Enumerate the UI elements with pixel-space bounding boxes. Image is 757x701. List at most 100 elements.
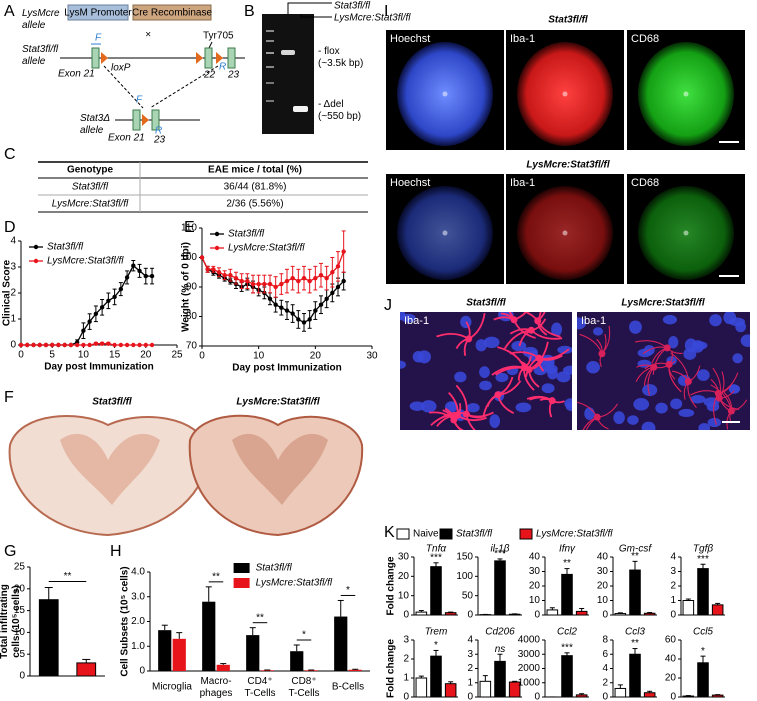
cell-body <box>548 397 556 405</box>
exon-label: Exon 21 <box>108 133 145 144</box>
bar <box>172 638 186 671</box>
cell-body <box>665 360 673 368</box>
point <box>18 342 24 348</box>
y-tick-label: 6 <box>602 649 608 660</box>
point <box>211 267 216 272</box>
histology: Stat3fl/fl LysMcre:Stat3fl/fl <box>8 397 364 537</box>
bar <box>260 670 274 671</box>
point <box>307 278 312 284</box>
error-bar <box>512 680 518 683</box>
bar <box>430 566 442 616</box>
y-tick-label: 15 <box>14 605 26 616</box>
y-tick-label: 60 <box>665 635 677 646</box>
bar <box>629 569 641 616</box>
legend-label: LysMcre:Stat3fl/fl <box>256 578 333 589</box>
y-tick-label: 1 <box>10 314 16 325</box>
legend-marker <box>33 244 39 250</box>
y-tick-label: 100 <box>456 571 473 582</box>
loxp <box>216 52 223 64</box>
point <box>284 308 290 313</box>
significance-label: ** <box>256 612 264 623</box>
error-bar <box>564 652 570 656</box>
micrograph <box>400 312 572 430</box>
channel-label: Iba-1 <box>510 177 535 189</box>
box-label: Cre Recombinase <box>132 8 212 19</box>
point <box>62 342 67 348</box>
y-tick-label: 1 <box>670 595 676 606</box>
chart-title: Tnfα <box>426 544 446 555</box>
cell-body <box>520 364 528 372</box>
bar <box>76 662 97 677</box>
y-tick-label: 4000 <box>518 635 541 646</box>
point <box>279 305 284 310</box>
error-bar <box>433 562 439 567</box>
image-title: Stat3fl/fl <box>466 298 506 309</box>
exon-label: 22 <box>203 70 216 81</box>
error-bar <box>176 632 183 639</box>
y-tick-label: 3 <box>467 649 473 660</box>
nucleus <box>400 312 406 321</box>
nucleus <box>466 403 480 413</box>
central-canal <box>442 230 448 236</box>
y-tick-label: 1 <box>467 677 473 688</box>
panel-label: I <box>384 3 388 20</box>
point <box>118 342 124 348</box>
bar <box>444 612 457 616</box>
bar <box>202 601 216 671</box>
significance-label: ** <box>563 558 571 569</box>
y-tick-label: 8 <box>602 635 608 646</box>
legend-swatch <box>519 528 533 540</box>
nucleus <box>729 317 745 327</box>
point <box>341 278 346 284</box>
point <box>31 342 36 348</box>
significance-label: ** <box>212 571 220 582</box>
point <box>318 302 324 307</box>
y-tick-label: 2 <box>10 288 16 299</box>
bar <box>348 669 362 671</box>
bar <box>682 695 695 698</box>
nucleus <box>562 365 572 375</box>
error-bar <box>82 658 91 663</box>
point <box>118 286 124 292</box>
y-tick-label: 0 <box>534 610 540 621</box>
series-line <box>21 343 153 346</box>
nucleus <box>698 423 711 430</box>
y-tick-label: 1000 <box>518 677 541 688</box>
primer: F <box>136 95 143 106</box>
nucleus <box>584 407 595 420</box>
y-tick-label: 110 <box>181 223 197 234</box>
band-label: - flox (~3.5k bp) <box>318 46 363 69</box>
point <box>68 342 74 348</box>
x-tick-label: 10 <box>253 351 265 362</box>
error-bar <box>337 599 344 617</box>
point <box>56 342 61 348</box>
legend-swatch <box>396 528 410 540</box>
y-tick-label: 20 <box>597 581 609 592</box>
point <box>43 342 49 348</box>
point <box>81 342 86 348</box>
error-bar <box>293 644 300 652</box>
y-tick-label: 70 <box>186 341 198 352</box>
chart-title: Ifnγ <box>559 544 576 555</box>
loxp-label: loxP <box>111 63 131 74</box>
gel-image <box>262 14 314 134</box>
y-tick-label: 10 <box>597 595 609 606</box>
point <box>318 273 324 278</box>
bar <box>494 560 506 616</box>
y-tick-label: 0 <box>139 666 145 677</box>
point <box>216 270 222 275</box>
point <box>112 342 117 348</box>
y-tick-label: 0 <box>467 692 473 701</box>
central-canal <box>562 230 568 236</box>
channel-label: Iba-1 <box>510 33 535 45</box>
point <box>256 281 261 287</box>
error-bar <box>205 586 212 602</box>
point <box>50 342 55 348</box>
ladder-band <box>266 66 274 68</box>
primer: R <box>219 62 226 73</box>
chart-title: il-1β <box>490 544 509 555</box>
y-tick-label: 90 <box>186 282 198 293</box>
point <box>222 273 227 278</box>
point <box>284 278 290 284</box>
bar <box>290 651 304 671</box>
